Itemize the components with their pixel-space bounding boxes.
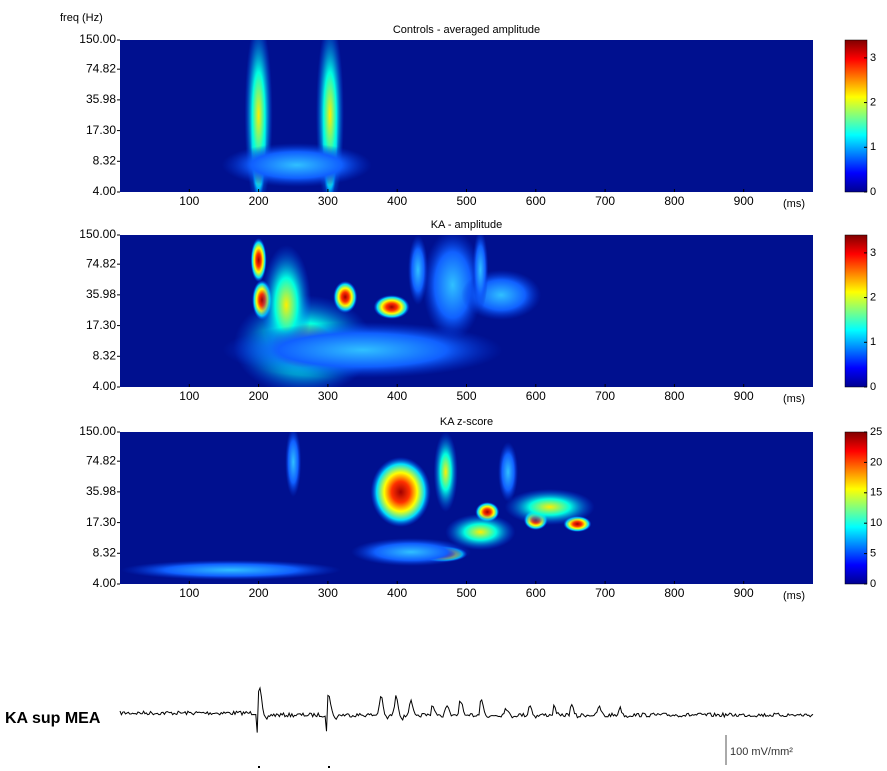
heatmap (221, 40, 372, 192)
colorbar (844, 234, 868, 388)
colorbar (844, 431, 868, 585)
x-tick-label: 800 (664, 389, 684, 403)
y-tick-label: 74.82 (86, 453, 116, 467)
x-tick-label: 900 (734, 194, 754, 208)
x-tick-label: 200 (249, 194, 269, 208)
y-tick-label: 8.32 (93, 545, 117, 559)
x-tick-label: 300 (318, 194, 338, 208)
y-tick-label: 35.98 (86, 287, 116, 301)
y-tick-label: 150.00 (79, 227, 116, 241)
x-tick-label: 600 (526, 194, 546, 208)
y-tick-label: 4.00 (93, 379, 117, 393)
y-tick-label: 8.32 (93, 153, 117, 167)
x-tick-label: 100 (179, 586, 199, 600)
x-tick-label: 100 (179, 389, 199, 403)
heat-blob (373, 295, 410, 319)
heat-blob (250, 238, 267, 282)
y-tick-label: 4.00 (93, 184, 117, 198)
heat-blob (222, 322, 503, 378)
x-tick-label: 200 (249, 586, 269, 600)
heat-blob (407, 235, 428, 305)
x-tick-label: 400 (387, 389, 407, 403)
y-tick-label: 4.00 (93, 576, 117, 590)
heat-blob (221, 143, 372, 187)
trace (119, 686, 814, 733)
colorbar-tick-label: 0 (870, 578, 876, 590)
colorbar-tick-label: 3 (870, 247, 876, 259)
x-tick-label: 700 (595, 586, 615, 600)
y-tick-label: 150.00 (79, 424, 116, 438)
y-tick-label: 74.82 (86, 61, 116, 75)
x-tick-label: 400 (387, 194, 407, 208)
trace-label: KA sup MEA (5, 710, 101, 727)
chart-title: Controls - averaged amplitude (393, 24, 540, 36)
colorbar (844, 39, 868, 193)
heat-blob (370, 457, 431, 527)
y-tick-label: 8.32 (93, 348, 117, 362)
colorbar-tick-label: 2 (870, 96, 876, 108)
colorbar-tick-label: 10 (870, 517, 882, 529)
y-tick-label: 17.30 (86, 123, 116, 137)
colorbar-tick-label: 5 (870, 548, 876, 560)
x-tick-label: 200 (249, 389, 269, 403)
chart-title: KA z-score (440, 416, 493, 428)
heat-blob (498, 442, 519, 502)
x-tick-label: 100 (179, 194, 199, 208)
x-tick-label: 300 (318, 586, 338, 600)
x-tick-label: 700 (595, 194, 615, 208)
colorbar-tick-label: 15 (870, 487, 882, 499)
heat-blob (285, 432, 302, 497)
x-unit: (ms) (783, 590, 805, 602)
x-tick-label: 500 (456, 586, 476, 600)
heatmap-bg (120, 432, 813, 584)
chart-title: KA - amplitude (431, 219, 503, 231)
colorbar-tick-label: 2 (870, 291, 876, 303)
x-tick-label: 500 (456, 389, 476, 403)
y-tick-label: 74.82 (86, 256, 116, 270)
scale-label: 100 mV/mm² (730, 746, 793, 758)
heat-blob (433, 432, 458, 512)
x-tick-label: 900 (734, 586, 754, 600)
colorbar-tick-label: 1 (870, 336, 876, 348)
heat-blob (351, 538, 472, 566)
y-axis-label: freq (Hz) (60, 12, 103, 24)
x-unit: (ms) (783, 198, 805, 210)
heat-blob (504, 489, 595, 525)
y-tick-label: 35.98 (86, 484, 116, 498)
colorbar-tick-label: 0 (870, 381, 876, 393)
x-tick-label: 300 (318, 389, 338, 403)
colorbar-tick-label: 3 (870, 52, 876, 64)
colorbar-tick-label: 20 (870, 456, 882, 468)
stim-marker (258, 766, 260, 768)
y-tick-label: 17.30 (86, 318, 116, 332)
colorbar-tick-label: 25 (870, 426, 882, 438)
y-tick-label: 17.30 (86, 515, 116, 529)
x-tick-label: 700 (595, 389, 615, 403)
heatmap (120, 432, 595, 580)
colorbar-tick-label: 1 (870, 141, 876, 153)
x-tick-label: 500 (456, 194, 476, 208)
heat-blob (120, 560, 341, 580)
x-unit: (ms) (783, 393, 805, 405)
colorbar-tick-label: 0 (870, 186, 876, 198)
y-tick-label: 150.00 (79, 32, 116, 46)
x-tick-label: 900 (734, 389, 754, 403)
x-tick-label: 600 (526, 586, 546, 600)
heat-blob (422, 235, 483, 340)
heatmap (222, 235, 542, 387)
stim-marker (328, 766, 330, 768)
x-tick-label: 800 (664, 194, 684, 208)
x-tick-label: 400 (387, 586, 407, 600)
x-tick-label: 800 (664, 586, 684, 600)
heat-blob (472, 235, 489, 310)
x-tick-label: 600 (526, 389, 546, 403)
y-tick-label: 35.98 (86, 92, 116, 106)
heat-blob (445, 514, 516, 550)
